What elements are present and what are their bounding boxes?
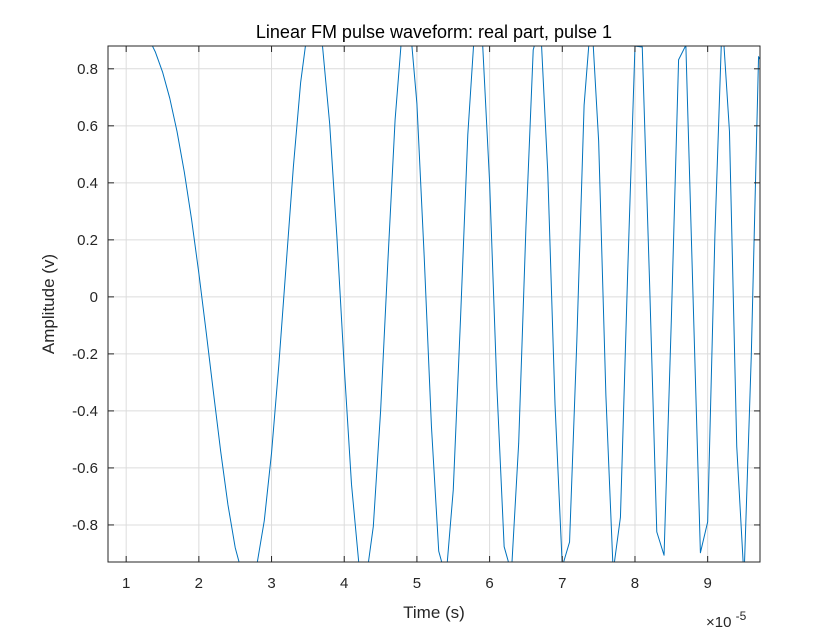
x-tick-label: 9 bbox=[703, 575, 711, 592]
plot-frame bbox=[107, 45, 761, 563]
y-tick-label: -0.8 bbox=[72, 517, 98, 534]
x-exponent-base: ×10 bbox=[706, 614, 731, 630]
x-tick-label: 6 bbox=[485, 575, 493, 592]
series-line-real-part bbox=[151, 46, 760, 562]
x-tick-label: 7 bbox=[558, 575, 566, 592]
y-tick-label: -0.2 bbox=[72, 346, 98, 363]
x-exponent-label: ×10 -5 bbox=[706, 609, 747, 630]
y-tick-label: 0.8 bbox=[77, 61, 98, 78]
x-exponent-power: -5 bbox=[736, 609, 747, 623]
tick-labels: 1 2 3 4 5 6 7 8 9 0.8 0.6 0.4 0.2 0 -0.2 -0.4 -0.6 -0.8 bbox=[72, 61, 712, 592]
x-axis-title: Time (s) bbox=[403, 603, 465, 622]
ticks bbox=[108, 46, 760, 562]
y-tick-label: 0.6 bbox=[77, 118, 98, 135]
x-tick-label: 2 bbox=[195, 575, 203, 592]
y-axis-title: Amplitude (v) bbox=[39, 254, 58, 354]
y-tick-label: -0.6 bbox=[72, 460, 98, 477]
chart-title: Linear FM pulse waveform: real part, pul… bbox=[256, 22, 612, 42]
y-tick-label: -0.4 bbox=[72, 403, 98, 420]
y-tick-label: 0.4 bbox=[77, 175, 98, 192]
x-tick-label: 1 bbox=[122, 575, 130, 592]
series-layer bbox=[151, 46, 760, 562]
y-tick-label: 0 bbox=[90, 289, 98, 306]
plot-background bbox=[108, 46, 760, 562]
y-tick-label: 0.2 bbox=[77, 232, 98, 249]
x-tick-label: 3 bbox=[267, 575, 275, 592]
x-tick-label: 4 bbox=[340, 575, 348, 592]
x-tick-label: 8 bbox=[631, 575, 639, 592]
x-tick-label: 5 bbox=[413, 575, 421, 592]
